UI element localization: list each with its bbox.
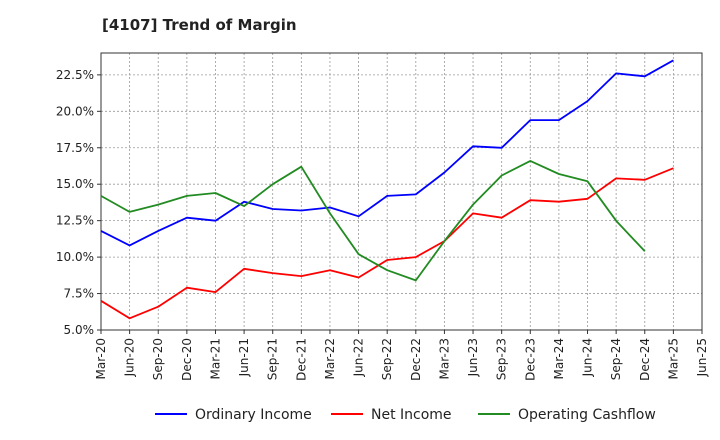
x-tick-label: Jun-22 — [352, 338, 366, 377]
chart-title: [4107] Trend of Margin — [102, 16, 297, 34]
legend: Ordinary Income Net Income Operating Cashf… — [155, 407, 656, 423]
x-tick-label: Mar-22 — [323, 338, 337, 379]
y-tick-label: 17.5% — [56, 141, 94, 155]
y-tick-label: 5.0% — [64, 323, 95, 337]
legend-label-net-income: Net Income — [371, 407, 452, 423]
x-tick-label: Sep-23 — [495, 338, 509, 380]
y-tick-label: 22.5% — [56, 68, 94, 82]
x-tick-label: Jun-23 — [466, 338, 480, 377]
x-axis: Mar-20 Jun-20 Sep-20 Dec-20 Mar-21 Jun-21 Sep-… — [94, 330, 709, 381]
x-tick-label: Dec-22 — [409, 338, 423, 381]
x-tick-label: Sep-24 — [609, 338, 623, 380]
x-tick-label: Dec-20 — [180, 338, 194, 381]
x-tick-label: Dec-23 — [523, 338, 537, 381]
x-tick-label: Mar-25 — [666, 338, 680, 379]
series-line-operating-cashflow — [100, 159, 646, 282]
plot-area — [100, 52, 703, 331]
x-tick-label: Mar-24 — [552, 338, 566, 379]
legend-label-ordinary-income: Ordinary Income — [195, 407, 312, 423]
y-tick-label: 12.5% — [56, 214, 94, 228]
x-tick-label: Mar-23 — [437, 338, 451, 379]
x-tick-label: Jun-24 — [581, 338, 595, 377]
y-axis: 5.0% 7.5% 10.0% 12.5% 15.0% 17.5% 20.0% 22.5% — [56, 68, 101, 337]
x-tick-label: Dec-24 — [638, 338, 652, 381]
x-tick-label: Mar-21 — [208, 338, 222, 379]
y-tick-label: 15.0% — [56, 177, 94, 191]
x-tick-label: Sep-22 — [380, 338, 394, 380]
x-tick-label: Dec-21 — [294, 338, 308, 381]
series-line-ordinary-income — [100, 59, 674, 247]
y-tick-label: 20.0% — [56, 104, 94, 118]
x-tick-label: Sep-21 — [266, 338, 280, 380]
grid — [101, 53, 702, 330]
legend-label-operating-cashflow: Operating Cashflow — [518, 407, 656, 423]
series-line-net-income — [100, 167, 674, 320]
x-tick-label: Mar-20 — [94, 338, 108, 379]
x-tick-label: Sep-20 — [151, 338, 165, 380]
x-tick-label: Jun-21 — [237, 338, 251, 377]
y-tick-label: 7.5% — [64, 287, 95, 301]
x-tick-label: Jun-20 — [123, 338, 137, 377]
x-tick-label: Jun-25 — [695, 338, 709, 377]
y-tick-label: 10.0% — [56, 250, 94, 264]
series-lines — [100, 59, 674, 320]
